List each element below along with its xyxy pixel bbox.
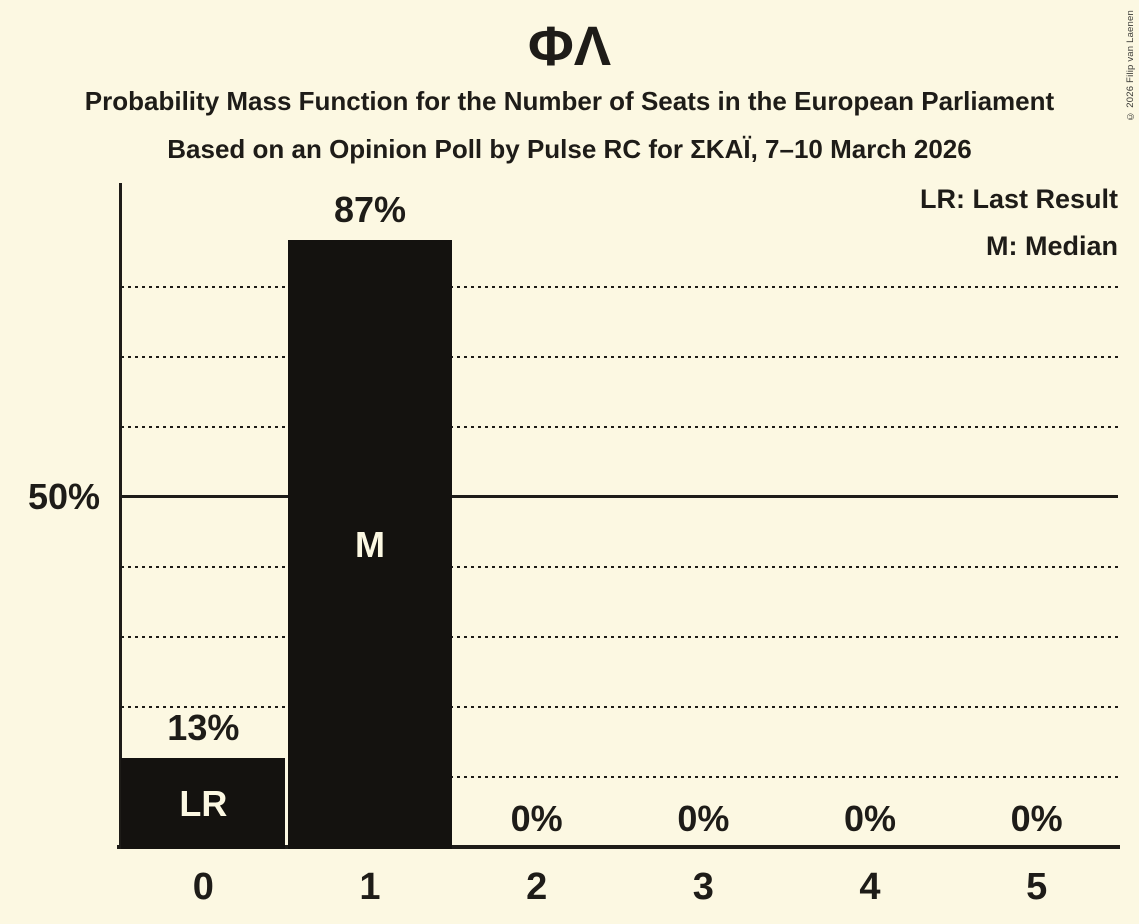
x-tick-5: 5 — [1026, 866, 1048, 908]
gridline-10pct — [121, 776, 1118, 778]
bar-seats-1: M — [287, 240, 452, 849]
y-tick-label-50: 50% — [27, 476, 100, 517]
chart-title: ΦΛ — [527, 14, 612, 77]
gridline-50pct — [121, 495, 1118, 498]
bar-column-0: 13% LR — [120, 0, 287, 849]
gridline-20pct — [121, 706, 1118, 708]
x-tick-2: 2 — [526, 866, 548, 908]
bar-column-4: 0% — [787, 0, 954, 849]
gridline-80pct — [121, 286, 1118, 288]
legend-last-result: LR: Last Result — [919, 184, 1118, 214]
x-tick-0: 0 — [192, 866, 214, 908]
x-axis-line — [117, 845, 1120, 849]
bar-value-label-4: 0% — [843, 798, 896, 839]
x-tick-3: 3 — [692, 866, 714, 908]
bar-column-5: 0% — [953, 0, 1120, 849]
x-tick-4: 4 — [859, 866, 881, 908]
bar-value-label-0: 13% — [167, 707, 240, 748]
bar-value-label-3: 0% — [677, 798, 730, 839]
y-axis-line — [119, 183, 122, 849]
gridline-30pct — [121, 636, 1118, 638]
bar-column-3: 0% — [620, 0, 787, 849]
bar-value-label-5: 0% — [1010, 798, 1063, 839]
bar-seats-0: LR — [121, 758, 286, 849]
bar-value-label-2: 0% — [510, 798, 563, 839]
gridline-40pct — [121, 566, 1118, 568]
legend-median: M: Median — [986, 231, 1118, 261]
bar-value-label-1: 87% — [333, 189, 407, 230]
chart-source-line: Based on an Opinion Poll by Pulse RC for… — [167, 134, 972, 164]
chart-subtitle: Probability Mass Function for the Number… — [84, 86, 1055, 116]
bar-column-1: 87% M — [287, 0, 454, 849]
bar-column-2: 0% — [453, 0, 620, 849]
gridline-60pct — [121, 426, 1118, 428]
bar-annotation-lr: LR — [179, 782, 228, 824]
bar-annotation-median: M — [354, 523, 385, 565]
x-tick-1: 1 — [359, 866, 381, 908]
gridline-70pct — [121, 356, 1118, 358]
